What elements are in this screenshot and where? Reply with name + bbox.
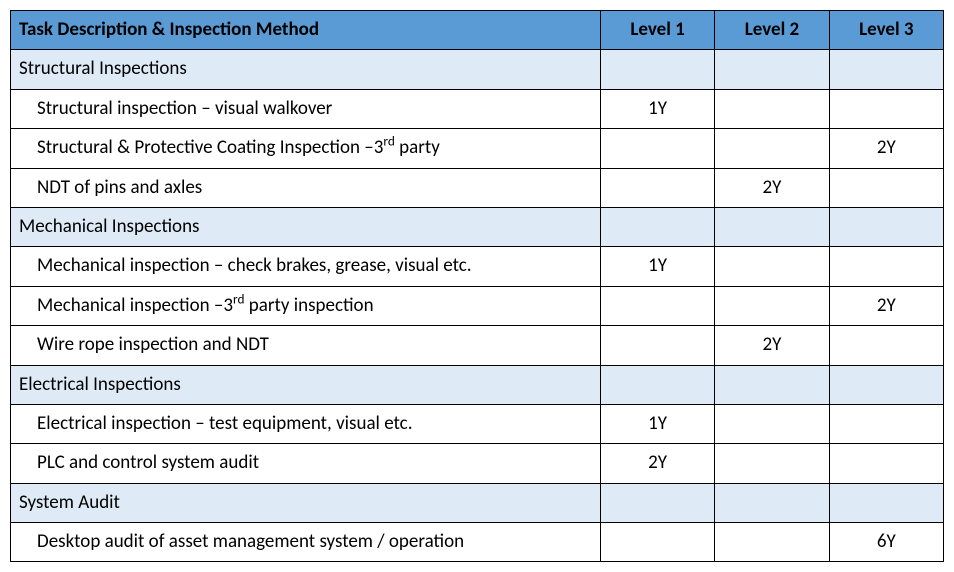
col-header-level3: Level 3 [829, 11, 943, 50]
cell-level1: 1Y [600, 247, 714, 286]
cell-level2 [715, 444, 829, 483]
cell-level3 [829, 247, 943, 286]
cell-level2 [715, 129, 829, 168]
cell-level2: 2Y [715, 326, 829, 365]
cell-level1: 2Y [600, 444, 714, 483]
table-row: NDT of pins and axles 2Y [11, 168, 944, 207]
cell-level3 [829, 168, 943, 207]
cell-level2 [715, 286, 829, 325]
cell-level1 [600, 483, 714, 522]
cell-level2 [715, 207, 829, 246]
col-header-level1: Level 1 [600, 11, 714, 50]
table-row: Mechanical inspection – check brakes, gr… [11, 247, 944, 286]
cell-level3: 2Y [829, 286, 943, 325]
cell-level3: 6Y [829, 523, 943, 562]
table-section-row: Electrical Inspections [11, 365, 944, 404]
cell-level2 [715, 50, 829, 89]
cell-level1: 1Y [600, 404, 714, 443]
cell-level3 [829, 207, 943, 246]
table-row: Structural inspection – visual walkover1… [11, 89, 944, 128]
cell-level1 [600, 50, 714, 89]
cell-level1 [600, 129, 714, 168]
cell-desc: Electrical Inspections [11, 365, 601, 404]
cell-desc: NDT of pins and axles [11, 168, 601, 207]
cell-level3 [829, 326, 943, 365]
cell-level1 [600, 207, 714, 246]
cell-level2 [715, 365, 829, 404]
cell-level2 [715, 483, 829, 522]
cell-desc: System Audit [11, 483, 601, 522]
table-row: Mechanical inspection –3rd party inspect… [11, 286, 944, 325]
table-row: PLC and control system audit2Y [11, 444, 944, 483]
cell-desc: Electrical inspection – test equipment, … [11, 404, 601, 443]
cell-desc: Wire rope inspection and NDT [11, 326, 601, 365]
table-header-row: Task Description & Inspection Method Lev… [11, 11, 944, 50]
cell-level3 [829, 483, 943, 522]
table-row: Structural & Protective Coating Inspecti… [11, 129, 944, 168]
cell-desc: Mechanical Inspections [11, 207, 601, 246]
cell-desc: Mechanical inspection –3rd party inspect… [11, 286, 601, 325]
cell-desc: Structural inspection – visual walkover [11, 89, 601, 128]
table-section-row: Mechanical Inspections [11, 207, 944, 246]
cell-level1 [600, 168, 714, 207]
cell-level3 [829, 444, 943, 483]
cell-desc: Structural & Protective Coating Inspecti… [11, 129, 601, 168]
table-row: Desktop audit of asset management system… [11, 523, 944, 562]
table-row: Electrical inspection – test equipment, … [11, 404, 944, 443]
cell-level3: 2Y [829, 129, 943, 168]
cell-level1 [600, 523, 714, 562]
table-section-row: Structural Inspections [11, 50, 944, 89]
table-section-row: System Audit [11, 483, 944, 522]
cell-level2 [715, 247, 829, 286]
cell-level1 [600, 365, 714, 404]
table-row: Wire rope inspection and NDT 2Y [11, 326, 944, 365]
cell-level3 [829, 365, 943, 404]
col-header-level2: Level 2 [715, 11, 829, 50]
cell-level3 [829, 89, 943, 128]
cell-level3 [829, 404, 943, 443]
cell-level1: 1Y [600, 89, 714, 128]
inspection-table: Task Description & Inspection Method Lev… [10, 10, 944, 562]
cell-desc: Structural Inspections [11, 50, 601, 89]
cell-desc: Desktop audit of asset management system… [11, 523, 601, 562]
cell-desc: PLC and control system audit [11, 444, 601, 483]
cell-level2 [715, 89, 829, 128]
cell-level2: 2Y [715, 168, 829, 207]
cell-level2 [715, 404, 829, 443]
cell-level3 [829, 50, 943, 89]
cell-level1 [600, 286, 714, 325]
cell-level1 [600, 326, 714, 365]
cell-desc: Mechanical inspection – check brakes, gr… [11, 247, 601, 286]
col-header-desc: Task Description & Inspection Method [11, 11, 601, 50]
cell-level2 [715, 523, 829, 562]
